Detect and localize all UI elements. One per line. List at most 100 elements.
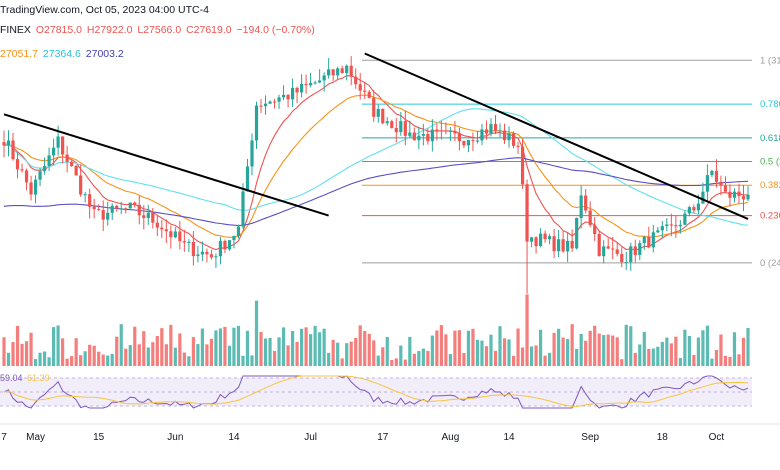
- candle-body-104: [471, 140, 475, 142]
- open-value: O27815.0: [35, 24, 82, 36]
- candle-body-131: [593, 225, 597, 235]
- candle-body-107: [484, 129, 489, 134]
- candle-body-153: [692, 207, 696, 211]
- volume-bar-14: [65, 358, 69, 366]
- candle-body-139: [629, 246, 633, 263]
- candle-body-48: [218, 240, 223, 257]
- volume-bar-98: [444, 334, 448, 366]
- ma-slow-line: [3, 108, 749, 226]
- volume-bar-154: [696, 337, 700, 366]
- candle-body-50: [227, 240, 232, 250]
- candle-body-116: [525, 184, 529, 242]
- candle-body-156: [705, 175, 710, 192]
- candle-body-84: [381, 109, 385, 124]
- low-value: L27566.0: [137, 24, 182, 36]
- candle-body-94: [426, 133, 430, 142]
- volume-bar-139: [629, 326, 633, 366]
- volume-bar-92: [417, 351, 421, 366]
- x-tick-label-4: 14: [228, 432, 240, 443]
- ma-value-1: 27364.6: [42, 48, 81, 60]
- volume-bar-30: [137, 344, 141, 366]
- volume-bar-85: [385, 336, 389, 366]
- volume-bar-134: [606, 334, 610, 366]
- candle-body-10: [47, 155, 51, 166]
- rsi-value-1: 59.04: [0, 373, 23, 383]
- exchange-label: FINEX: [0, 24, 31, 36]
- volume-bar-145: [656, 346, 660, 366]
- volume-bar-112: [507, 339, 511, 366]
- volume-bar-2: [11, 342, 15, 366]
- volume-bar-50: [227, 345, 232, 366]
- candle-body-119: [538, 233, 543, 247]
- volume-bar-13: [61, 338, 65, 366]
- candle-body-3: [15, 159, 20, 170]
- candle-body-147: [665, 224, 669, 227]
- candle-body-141: [638, 243, 642, 255]
- fib-label-2: 0.618: [760, 133, 780, 144]
- volume-bar-26: [119, 324, 123, 366]
- volume-bar-28: [128, 345, 132, 366]
- candle-body-143: [647, 236, 651, 248]
- volume-bar-90: [408, 336, 412, 366]
- candle-body-30: [137, 204, 141, 216]
- volume-bar-31: [142, 331, 146, 366]
- volume-bar-27: [124, 348, 128, 366]
- candle-body-76: [345, 65, 349, 74]
- volume-bar-86: [390, 359, 394, 366]
- candle-body-26: [119, 208, 123, 210]
- candle-body-95: [430, 129, 434, 142]
- candle-body-155: [701, 191, 705, 204]
- x-tick-label-7: Aug: [442, 432, 460, 443]
- candle-body-29: [133, 202, 137, 205]
- high-value: H27922.0: [86, 24, 133, 36]
- candle-body-56: [254, 105, 259, 141]
- volume-bar-65: [295, 341, 299, 366]
- candle-body-57: [259, 105, 263, 107]
- candle-body-4: [20, 169, 24, 171]
- volume-bar-138: [624, 324, 628, 366]
- candle-body-83: [376, 109, 380, 117]
- candle-body-152: [687, 207, 691, 214]
- candle-body-40: [182, 241, 186, 243]
- volume-bar-49: [223, 326, 227, 366]
- candle-body-67: [304, 84, 308, 86]
- volume-bar-116: [525, 294, 529, 366]
- candle-body-145: [656, 230, 660, 233]
- candle-body-151: [683, 213, 687, 225]
- volume-bar-74: [336, 342, 340, 366]
- volume-bar-142: [642, 331, 646, 366]
- volume-bar-160: [723, 355, 728, 366]
- volume-bar-144: [651, 348, 655, 366]
- volume-bar-126: [570, 324, 574, 366]
- candle-body-123: [557, 239, 561, 252]
- volume-bar-82: [372, 340, 376, 366]
- volume-bar-20: [92, 345, 96, 366]
- candle-body-114: [516, 145, 520, 147]
- volume-bar-46: [209, 338, 214, 366]
- volume-bar-11: [52, 327, 56, 366]
- volume-bar-72: [327, 352, 331, 366]
- candle-body-47: [214, 256, 218, 258]
- x-tick-label-5: Jul: [304, 432, 317, 443]
- volume-bar-45: [205, 344, 209, 366]
- volume-bar-73: [331, 339, 335, 366]
- volume-bar-37: [169, 324, 173, 366]
- change-value: −194.0 (−0.70%): [236, 24, 315, 36]
- candle-body-85: [385, 121, 389, 124]
- candle-body-25: [115, 205, 119, 209]
- candle-body-46: [209, 254, 214, 258]
- x-tick-label-6: 17: [377, 432, 389, 443]
- volume-bar-36: [164, 344, 168, 366]
- volume-bar-153: [692, 354, 696, 366]
- volume-bar-165: [746, 327, 750, 366]
- volume-bar-44: [200, 328, 204, 366]
- candle-body-37: [169, 231, 173, 238]
- candle-body-117: [529, 237, 534, 242]
- candle-body-11: [52, 147, 56, 156]
- volume-bar-41: [187, 356, 191, 366]
- volume-bar-25: [115, 336, 119, 366]
- candle-body-88: [399, 121, 403, 133]
- candle-body-78: [354, 76, 358, 85]
- candle-body-108: [489, 124, 493, 134]
